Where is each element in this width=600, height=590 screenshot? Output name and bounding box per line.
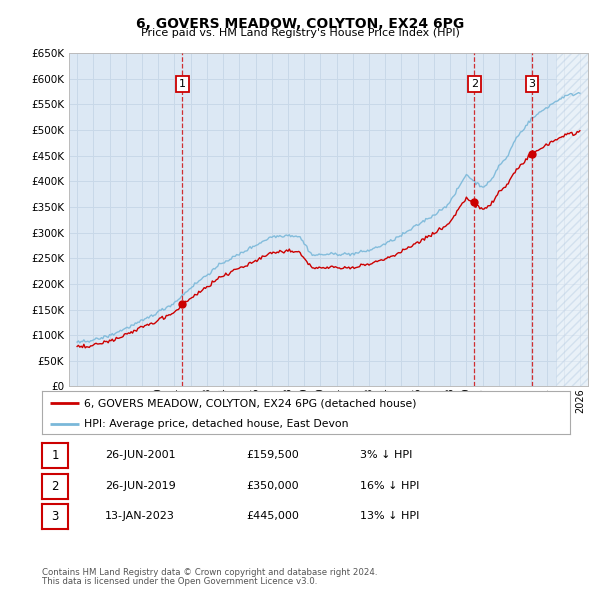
Text: Contains HM Land Registry data © Crown copyright and database right 2024.: Contains HM Land Registry data © Crown c… — [42, 568, 377, 577]
Text: 2: 2 — [52, 480, 59, 493]
Text: 1: 1 — [52, 449, 59, 462]
Text: 1: 1 — [179, 79, 186, 89]
Text: 6, GOVERS MEADOW, COLYTON, EX24 6PG (detached house): 6, GOVERS MEADOW, COLYTON, EX24 6PG (det… — [84, 398, 417, 408]
Text: 26-JUN-2001: 26-JUN-2001 — [105, 450, 176, 460]
Text: £159,500: £159,500 — [246, 450, 299, 460]
Text: 13% ↓ HPI: 13% ↓ HPI — [360, 512, 419, 521]
Text: 3: 3 — [529, 79, 535, 89]
Text: 3% ↓ HPI: 3% ↓ HPI — [360, 450, 412, 460]
Text: £445,000: £445,000 — [246, 512, 299, 521]
Text: 3: 3 — [52, 510, 59, 523]
Text: 6, GOVERS MEADOW, COLYTON, EX24 6PG: 6, GOVERS MEADOW, COLYTON, EX24 6PG — [136, 17, 464, 31]
Text: This data is licensed under the Open Government Licence v3.0.: This data is licensed under the Open Gov… — [42, 578, 317, 586]
Text: 26-JUN-2019: 26-JUN-2019 — [105, 481, 176, 490]
Text: 2: 2 — [471, 79, 478, 89]
Text: HPI: Average price, detached house, East Devon: HPI: Average price, detached house, East… — [84, 419, 349, 430]
Text: 16% ↓ HPI: 16% ↓ HPI — [360, 481, 419, 490]
Text: £350,000: £350,000 — [246, 481, 299, 490]
Text: 13-JAN-2023: 13-JAN-2023 — [105, 512, 175, 521]
Text: Price paid vs. HM Land Registry's House Price Index (HPI): Price paid vs. HM Land Registry's House … — [140, 28, 460, 38]
